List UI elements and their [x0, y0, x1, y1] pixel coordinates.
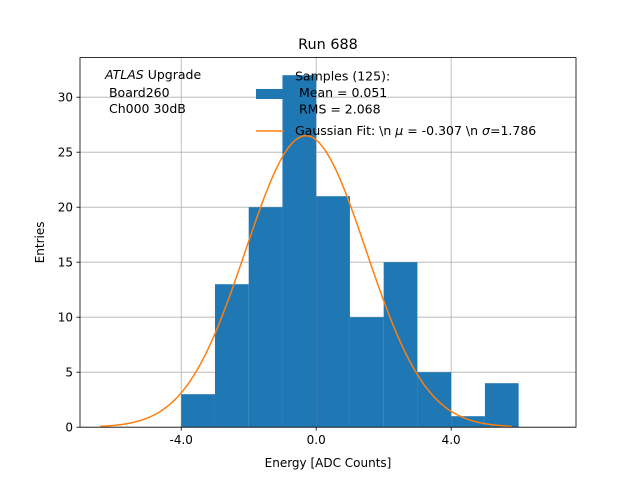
y-tick-label: 30: [58, 91, 73, 105]
histogram-bar: [214, 284, 249, 428]
legend-fit-middle: = -0.307 \n: [403, 123, 482, 138]
histogram-bars: [181, 75, 519, 428]
histogram-bar: [181, 394, 215, 428]
legend-histogram-line-3: RMS = 2.068: [295, 102, 381, 117]
legend-fit-mu-symbol: μ: [394, 123, 403, 138]
plot-area: -4.0 0.0 4.0 0 5 10 15 20 25 30: [58, 57, 577, 447]
annotation-line-1: ATLAS Upgrade: [104, 67, 201, 82]
y-tick-label: 20: [58, 201, 73, 215]
histogram-bar: [349, 317, 384, 428]
histogram-bar: [282, 75, 317, 428]
legend-fit-suffix: =1.786: [490, 123, 536, 138]
chart-title: Run 688: [298, 37, 358, 53]
y-tick-label: 15: [58, 256, 73, 270]
histogram-bar: [451, 416, 485, 428]
atlas-annotation: ATLAS Upgrade Board260 Ch000 30dB: [104, 67, 201, 116]
histogram-bar: [248, 207, 283, 428]
gaussian-fit-curve: [100, 134, 512, 428]
y-axis-label: Entries: [33, 222, 47, 264]
gaussian-fit-layer: [100, 134, 512, 428]
annotation-atlas-italic: ATLAS: [104, 67, 144, 82]
y-tick-label: 10: [58, 311, 73, 325]
legend-fit-label: Gaussian Fit: \n μ = -0.307 \n σ=1.786: [295, 123, 536, 138]
y-axis-ticks: 0 5 10 15 20 25 30: [58, 91, 80, 435]
histogram-bar: [484, 383, 519, 428]
legend-fit-prefix: Gaussian Fit: \n: [295, 123, 395, 138]
x-tick-label: -4.0: [170, 433, 193, 447]
x-tick-label: 4.0: [442, 433, 461, 447]
x-axis-ticks: -4.0 0.0 4.0: [170, 427, 461, 447]
annotation-upgrade: Upgrade: [144, 67, 202, 82]
legend: Samples (125): Mean = 0.051 RMS = 2.068 …: [256, 69, 536, 138]
annotation-line-3: Ch000 30dB: [105, 101, 186, 116]
y-tick-label: 5: [65, 366, 73, 380]
x-axis-label: Energy [ADC Counts]: [265, 456, 392, 470]
y-tick-label: 0: [65, 421, 73, 435]
plot-frame: [79, 57, 577, 428]
annotation-line-2: Board260: [105, 85, 170, 100]
histogram-bar: [417, 372, 452, 428]
histogram-bar: [383, 262, 418, 428]
legend-histogram-line-1: Samples (125):: [295, 69, 390, 84]
legend-histogram-swatch: [256, 89, 284, 99]
legend-fit-sigma-symbol: σ: [482, 123, 491, 138]
legend-histogram-line-2: Mean = 0.051: [295, 85, 387, 100]
y-tick-label: 25: [58, 146, 73, 160]
histogram-bar: [316, 196, 350, 428]
x-tick-label: 0.0: [307, 433, 326, 447]
